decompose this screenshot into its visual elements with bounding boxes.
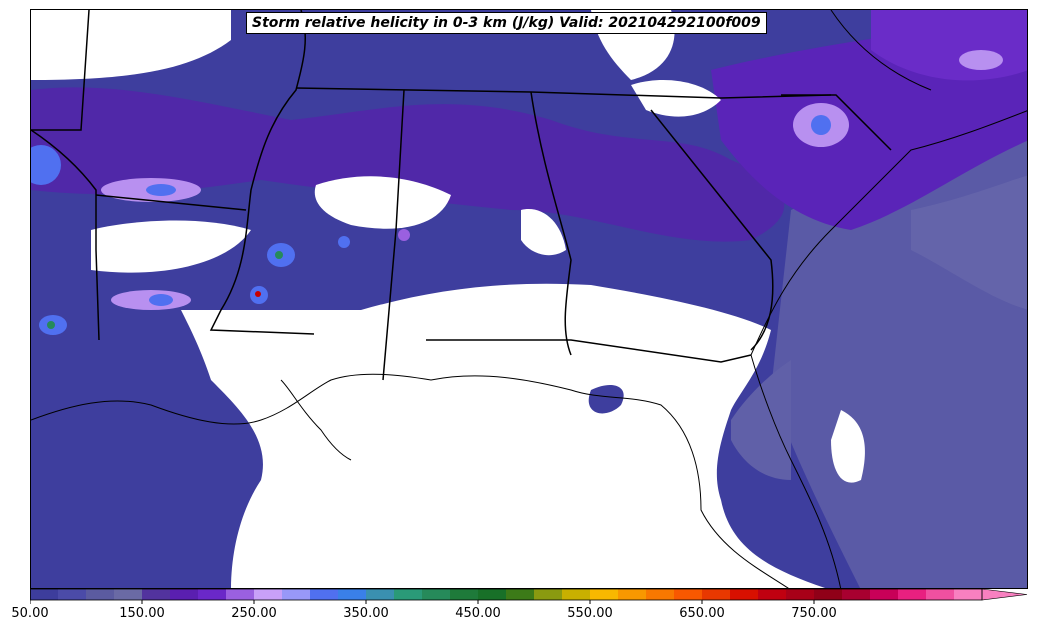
colorbar-segment [674,589,703,600]
colorbar-segment [618,589,647,600]
helicity-band-florida [731,360,791,480]
border-nc-sc [781,94,892,151]
helicity-spot-al [338,236,350,248]
border-ar-la [95,194,247,211]
helicity-null-la-n [91,220,251,273]
helicity-spot-tx [31,145,61,185]
border-mississippi-river [209,10,315,335]
colorbar-tick-label: 550.00 [567,606,613,621]
colorbar-tick-label: 750.00 [791,606,837,621]
colorbar-segment [926,589,955,600]
colorbar-segment [814,589,843,600]
coastlines [31,10,1027,588]
colorbar-tick-label: 650.00 [679,606,725,621]
helicity-null-ms [314,176,451,229]
colorbar-segment [506,589,535,600]
helicity-band-north [31,87,785,242]
colorbar-segment [198,589,227,600]
colorbar-tick-label: 250.00 [231,606,277,621]
mississippi-delta [280,379,352,461]
colorbar-segment [86,589,115,600]
colorbar-outline [30,588,983,601]
colorbar-segment [226,589,255,600]
colorbar-segment [282,589,311,600]
border-ok-tx [31,10,90,131]
colorbar-segment [58,589,87,600]
atlantic-coast [750,110,1027,356]
colorbar-tick-label: 450.00 [455,606,501,621]
chesapeake-coast [830,10,932,91]
border-fl-north [426,339,752,363]
helicity-null-ky [631,80,721,117]
colorbar-tick-label: 50.00 [11,606,49,621]
colorbar-segment [702,589,731,600]
border-al-ga [530,91,572,356]
colorbar-extend-arrow [981,588,1028,601]
colorbar-segment [534,589,563,600]
colorbar-segment [786,589,815,600]
colorbar-segment [254,589,283,600]
border-ga-sc [650,109,774,351]
colorbar-segment [562,589,591,600]
colorbar-segment [478,589,507,600]
border-tn-south [295,87,832,99]
helicity-spot-ms-green [275,251,283,259]
state-borders [31,10,892,381]
helicity-spot-la-w-green [47,321,55,329]
helicity-null-gulf [181,283,826,588]
colorbar-segment [366,589,395,600]
colorbar [30,588,1028,604]
colorbar-segment [842,589,871,600]
colorbar-segment [898,589,927,600]
colorbar-segment [646,589,675,600]
colorbar-segment [394,589,423,600]
colorbar-segment [170,589,199,600]
colorbar-segment [450,589,479,600]
gulf-coast [31,373,789,588]
helicity-spot-sc-core [811,115,831,135]
map-title: Storm relative helicity in 0-3 km (J/kg)… [246,12,767,34]
helicity-map [31,10,1027,588]
colorbar-segment [30,589,59,600]
colorbar-segment [758,589,787,600]
border-tx-ar-la [31,129,100,341]
colorbar-tick-label: 150.00 [119,606,165,621]
colorbar-segment [142,589,171,600]
helicity-spot-ar-core [146,184,176,196]
colorbar-tick-label: 350.00 [343,606,389,621]
colorbar-segment [310,589,339,600]
helicity-spot-ms2-red [255,291,261,297]
colorbar-segment [870,589,899,600]
colorbar-segment [422,589,451,600]
colorbar-segment [114,589,143,600]
helicity-band-atlantic-2 [911,175,1027,310]
helicity-null-fl-e [831,410,865,483]
colorbar-segment [590,589,619,600]
helicity-null-al [521,209,566,256]
helicity-spot-la-core [149,294,173,306]
border-ms-al [382,89,405,381]
colorbar-segment [954,589,983,600]
florida-atlantic-coast [750,354,842,588]
helicity-null-nw [31,10,231,80]
colorbar-segment [730,589,759,600]
colorbar-segment [338,589,367,600]
helicity-island-gulf [588,385,624,414]
map-frame [30,9,1028,589]
helicity-spot-nc [959,50,1003,70]
helicity-spot-al2 [398,229,410,241]
